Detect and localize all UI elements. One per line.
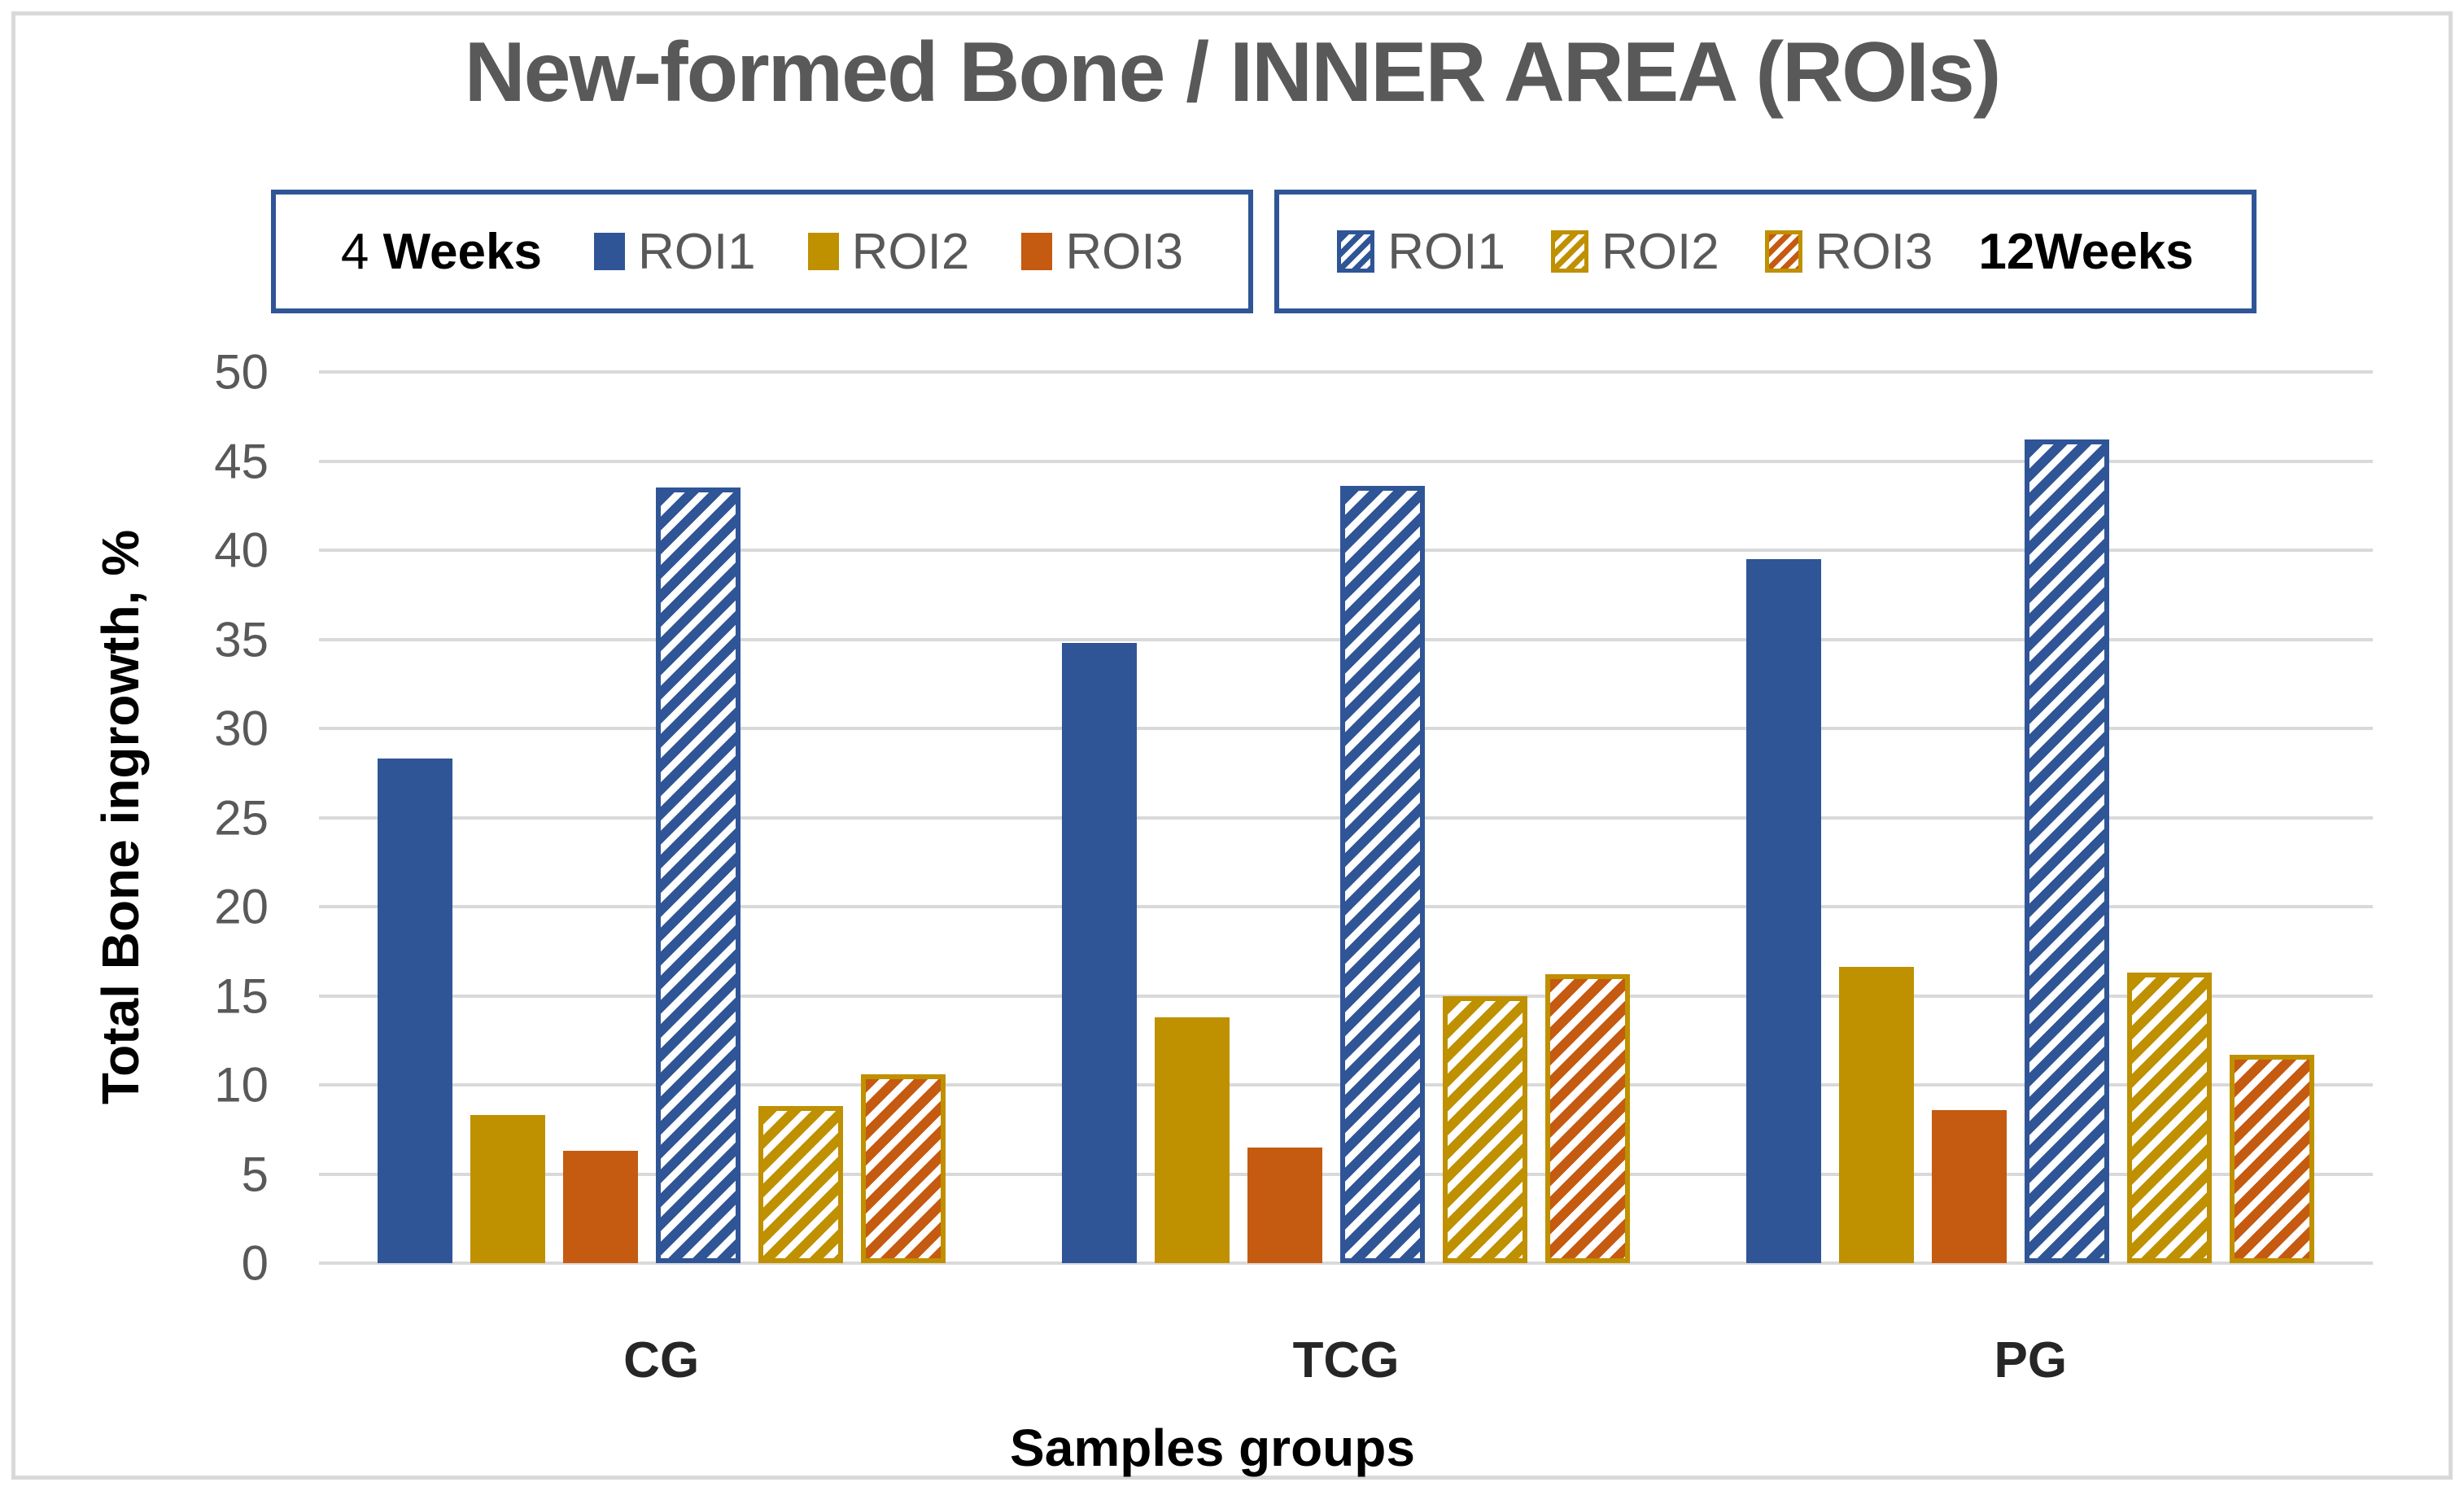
- x-axis-category-labels: CG TCG PG: [319, 1331, 2373, 1397]
- bar-pg-roi3-12-weeks: [2230, 1054, 2315, 1263]
- legend-4-weeks-bold: Weeks: [382, 223, 542, 280]
- y-tick-label: 40: [214, 523, 269, 578]
- chart-title: New-formed Bone / INNER AREA (ROIs): [464, 25, 2002, 120]
- y-tick-label: 0: [241, 1235, 269, 1291]
- x-category-label-tcg: TCG: [1292, 1332, 1400, 1388]
- bar-cg-roi1-4-weeks: [377, 759, 452, 1263]
- bar-tcg-roi3-4-weeks: [1247, 1147, 1322, 1263]
- y-tick-label: 50: [214, 344, 269, 400]
- y-tick-label: 45: [214, 434, 269, 488]
- x-axis-title: Samples groups: [1010, 1419, 1415, 1477]
- bar-group-cg: [377, 372, 946, 1263]
- bar-cg-roi2-12-weeks: [758, 1106, 843, 1263]
- legend-item-12w-roi2: ROI2: [1550, 223, 1719, 281]
- legend-item-4w-roi3: ROI3: [1021, 223, 1183, 281]
- legend-box-4-weeks: 4 Weeks ROI1 ROI2 ROI3: [271, 190, 1253, 313]
- bar-pg-roi1-4-weeks: [1746, 558, 1822, 1263]
- bar-pg-roi1-12-weeks: [2025, 439, 2110, 1263]
- solid-swatch-icon: [593, 233, 625, 270]
- y-tick-label: 5: [241, 1147, 269, 1201]
- legend-box-12-weeks: ROI1 ROI2 ROI3 12Weeks: [1274, 190, 2256, 313]
- legend-item-12w-roi1: ROI1: [1337, 223, 1505, 281]
- legend-item-4w-roi2: ROI2: [807, 223, 970, 281]
- hatched-swatch-icon: [1550, 230, 1588, 273]
- bar-tcg-roi1-12-weeks: [1340, 486, 1425, 1263]
- bar-pg-roi2-4-weeks: [1839, 967, 1915, 1263]
- plot-area: [319, 370, 2373, 1265]
- solid-swatch-icon: [1021, 233, 1053, 270]
- y-tick-label: 35: [214, 612, 269, 667]
- solid-swatch-icon: [807, 233, 839, 270]
- legend-12-weeks-label: 12Weeks: [1978, 223, 2194, 280]
- bar-tcg-roi1-4-weeks: [1062, 642, 1137, 1263]
- bar-cg-roi2-4-weeks: [470, 1115, 545, 1263]
- legend-item-label: ROI2: [1601, 223, 1719, 280]
- legend-item-label: ROI2: [851, 223, 970, 280]
- bar-pg-roi3-4-weeks: [1932, 1109, 2007, 1263]
- x-category-label-pg: PG: [1994, 1332, 2068, 1388]
- legend-4-weeks-label: 4 Weeks: [341, 223, 542, 281]
- gridline: [319, 1261, 2373, 1265]
- bar-tcg-roi3-12-weeks: [1545, 974, 1630, 1263]
- bar-cg-roi1-12-weeks: [655, 488, 741, 1263]
- legend-item-label: ROI3: [1815, 223, 1933, 280]
- gridline: [319, 370, 2373, 374]
- legend-item-4w-roi1: ROI1: [593, 223, 756, 281]
- legend-item-12w-roi3: ROI3: [1764, 223, 1933, 281]
- bar-tcg-roi2-12-weeks: [1443, 995, 1527, 1263]
- gridline: [319, 459, 2373, 463]
- legend-4-weeks-prefix: 4: [340, 223, 383, 280]
- y-tick-label: 15: [214, 968, 269, 1023]
- bar-tcg-roi2-4-weeks: [1155, 1017, 1230, 1263]
- bar-pg-roi2-12-weeks: [2127, 973, 2213, 1263]
- bar-cg-roi3-4-weeks: [562, 1151, 638, 1263]
- y-tick-label: 20: [214, 879, 269, 934]
- bar-cg-roi3-12-weeks: [860, 1073, 946, 1263]
- hatched-swatch-icon: [1764, 230, 1802, 273]
- bar-group-tcg: [1062, 372, 1630, 1263]
- y-tick-label: 10: [214, 1057, 269, 1113]
- x-category-label-cg: CG: [623, 1332, 700, 1388]
- y-tick-label: 25: [214, 790, 269, 845]
- y-tick-label: 30: [214, 701, 269, 756]
- y-axis-tick-labels: 0 5 10 15 20 25 30 35 40 45 50: [65, 345, 269, 1291]
- legend-item-label: ROI1: [1387, 223, 1505, 280]
- bar-group-pg: [1746, 372, 2315, 1263]
- legend-item-label: ROI3: [1065, 223, 1184, 280]
- legend-item-label: ROI1: [637, 223, 756, 280]
- hatched-swatch-icon: [1337, 230, 1375, 273]
